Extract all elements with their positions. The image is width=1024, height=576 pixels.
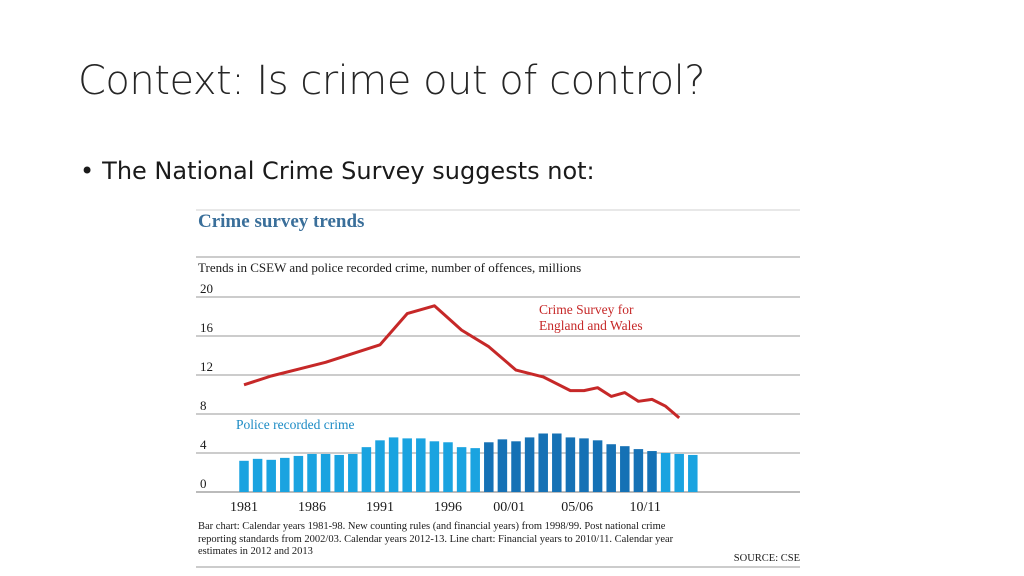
bar xyxy=(361,447,372,492)
chart-source: SOURCE: CSE xyxy=(733,553,800,564)
bar xyxy=(320,453,331,492)
series-label-csew: England and Wales xyxy=(539,318,643,333)
bar xyxy=(252,458,263,492)
bar xyxy=(660,453,671,492)
series-label-csew: Crime Survey for xyxy=(539,302,634,317)
bar xyxy=(416,438,426,492)
x-tick-label: 1996 xyxy=(434,500,462,515)
bar xyxy=(497,439,508,492)
bar xyxy=(334,454,344,492)
chart-footnote: Bar chart: Calendar years 1981-98. New c… xyxy=(198,521,800,559)
y-tick-label: 20 xyxy=(200,281,213,296)
chart-canvas: 0 4 8 12 16 20 Police recorded crime Crime Surv… xyxy=(196,209,800,568)
x-tick-label: 10/11 xyxy=(630,500,661,515)
bar xyxy=(484,442,494,492)
bar xyxy=(443,442,453,492)
bullet-dot: • xyxy=(80,157,95,185)
bar xyxy=(307,453,317,492)
series-label-police: Police recorded crime xyxy=(236,417,354,432)
bar xyxy=(647,451,657,492)
bar xyxy=(375,440,385,492)
x-tick-label: 1991 xyxy=(366,500,394,515)
bullet-text: The National Crime Survey suggests not: xyxy=(102,157,595,185)
bar xyxy=(538,433,548,492)
y-tick-label: 16 xyxy=(200,320,214,335)
bar xyxy=(633,449,644,492)
bar xyxy=(620,446,630,492)
y-tick-label: 8 xyxy=(200,398,207,413)
bar xyxy=(266,459,276,492)
bar xyxy=(239,460,249,492)
y-tick-label: 0 xyxy=(200,476,207,491)
bar xyxy=(348,453,358,492)
bar xyxy=(524,437,535,492)
y-tick-label: 4 xyxy=(200,437,207,452)
chart-title: Crime survey trends xyxy=(198,211,365,232)
footnote-line: reporting standards from 2002/03. Calend… xyxy=(198,533,674,545)
bar xyxy=(688,454,698,492)
bar xyxy=(565,437,576,492)
bar xyxy=(511,441,521,492)
x-tick-label: 00/01 xyxy=(493,500,525,515)
y-tick-label: 12 xyxy=(200,359,213,374)
bar xyxy=(402,438,412,492)
footnote-line: estimates in 2012 and 2013 xyxy=(198,546,313,557)
bar xyxy=(470,448,480,492)
x-tick-label: 1986 xyxy=(298,500,326,515)
bar xyxy=(293,455,304,492)
bar xyxy=(674,453,684,492)
footnote-line: Bar chart: Calendar years 1981-98. New c… xyxy=(198,521,666,532)
chart-subtitle: Trends in CSEW and police recorded crime… xyxy=(198,260,582,275)
bar xyxy=(280,457,290,492)
line-series-csew xyxy=(243,304,681,420)
x-tick-label: 1981 xyxy=(230,500,258,515)
bullet-point: • The National Crime Survey suggests not: xyxy=(80,157,595,185)
bar xyxy=(388,437,399,492)
bar xyxy=(592,440,603,492)
bar xyxy=(579,438,589,492)
bar xyxy=(606,444,616,492)
chart-panel: 0 4 8 12 16 20 Police recorded crime Crime Surv… xyxy=(196,208,800,570)
bar xyxy=(429,441,440,492)
slide-title: Context: Is crime out of control? xyxy=(78,58,705,104)
bar xyxy=(552,433,562,492)
bar xyxy=(456,447,467,492)
x-tick-label: 05/06 xyxy=(561,500,593,515)
